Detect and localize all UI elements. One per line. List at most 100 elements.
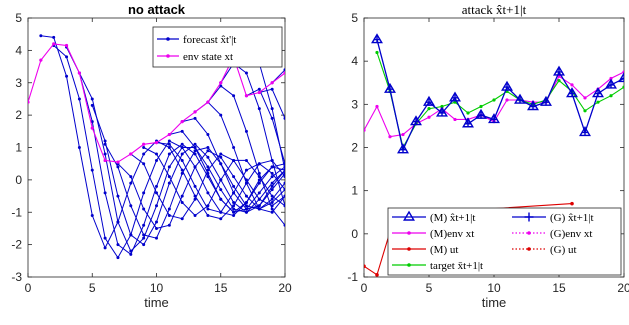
forecast-point — [257, 107, 261, 111]
forecast-point — [193, 184, 197, 188]
x-tick-label: 0 — [25, 281, 32, 295]
env-state-point — [375, 104, 379, 109]
forecast-point — [180, 217, 184, 221]
legend-triangle-marker — [403, 210, 415, 221]
forecast-point — [167, 213, 171, 217]
forecast-point — [283, 181, 285, 185]
prediction-plus-marker — [464, 120, 472, 128]
forecast-point — [206, 204, 210, 208]
env-state-point — [270, 81, 274, 85]
forecast-point — [155, 184, 158, 188]
prediction-plus-marker — [451, 94, 459, 102]
legend-swatch-dot — [166, 54, 170, 58]
forecast-point — [103, 152, 107, 156]
legend-label: (M) x̂t+1|t — [430, 212, 475, 224]
prediction-plus-marker — [542, 98, 550, 106]
forecast-point — [283, 175, 285, 179]
prediction-plus-marker — [412, 118, 420, 126]
forecast-point — [257, 162, 261, 166]
forecast-point — [103, 139, 107, 143]
prediction-plus-marker — [529, 102, 537, 110]
forecast-point — [77, 146, 81, 149]
prediction-plus-marker — [581, 128, 589, 136]
x-tick-label: 5 — [89, 281, 96, 295]
forecast-line — [91, 105, 285, 246]
forecast-point — [270, 194, 274, 198]
target-point — [375, 50, 379, 55]
target-point — [557, 78, 561, 83]
forecast-point — [257, 207, 261, 211]
legend-label: (G)env xt — [550, 228, 592, 240]
x-tick-label: 15 — [214, 281, 228, 295]
x-axis-label: time — [144, 295, 169, 310]
prediction-plus-marker — [594, 90, 602, 98]
env-state-point — [244, 94, 249, 98]
legend-swatch-dot — [527, 231, 531, 235]
plot-area — [364, 33, 624, 277]
left-panel: 0 5 10 15 20 -3 -2 -1 0 1 2 3 4 5 time no attack forecas… — [11, 2, 292, 310]
y-tick-label: 2 — [351, 141, 358, 155]
y-tick-label: 0 — [15, 173, 22, 187]
forecast-point — [193, 152, 197, 156]
forecast-point — [155, 152, 158, 156]
forecast-point — [142, 162, 146, 166]
legend-box — [152, 26, 283, 68]
y-tick-label: 0 — [351, 227, 358, 241]
forecast-point — [219, 188, 223, 192]
forecast-point — [270, 158, 274, 162]
forecast-point — [219, 178, 223, 182]
env-state-point — [283, 71, 285, 75]
forecast-point — [90, 97, 94, 101]
forecast-point — [193, 197, 197, 201]
forecast-point — [167, 152, 171, 156]
forecast-point — [244, 201, 248, 205]
env-state-point — [154, 141, 159, 145]
forecast-point — [283, 116, 285, 120]
forecast-point — [103, 142, 107, 146]
y-tick-label: 2 — [15, 108, 22, 122]
legend-swatch-dot — [407, 263, 411, 267]
forecast-point — [142, 207, 146, 211]
legend-label: env state xt — [183, 51, 233, 63]
env-state-point — [427, 115, 431, 119]
chart-title: attack x̂t+1|t — [462, 2, 527, 17]
forecast-point — [219, 152, 223, 156]
prediction-plus-marker — [386, 85, 394, 93]
prediction-plus-marker — [607, 81, 615, 89]
legend: (M) x̂t+1|t (M)env xt (M) ut target x̄t+1|t… — [387, 207, 622, 276]
legend-swatch-dot — [407, 231, 411, 235]
legend: forecast x̂t'|t env state xt — [152, 26, 283, 68]
prediction-plus-marker — [503, 83, 511, 91]
forecast-point — [129, 181, 133, 185]
env-state-point — [505, 98, 509, 102]
forecast-point — [180, 146, 184, 149]
control-point — [364, 264, 366, 269]
legend-box — [387, 207, 622, 276]
forecast-point — [116, 194, 120, 198]
env-state-point — [167, 132, 171, 137]
forecast-point — [116, 256, 120, 260]
forecast-point — [232, 184, 236, 188]
env-state-point — [180, 120, 184, 124]
forecast-point — [270, 175, 274, 179]
env-state-point — [77, 71, 81, 75]
forecast-point — [155, 191, 158, 195]
forecast-point — [167, 165, 171, 169]
forecast-point — [39, 34, 43, 38]
forecast-point — [180, 201, 184, 205]
forecast-point — [244, 71, 248, 75]
target-point — [583, 109, 587, 113]
x-axis-label: time — [482, 295, 507, 310]
forecast-point — [129, 233, 133, 237]
prediction-plus-marker — [373, 36, 381, 44]
forecast-point — [129, 175, 133, 179]
prediction-line — [376, 39, 624, 152]
forecast-point — [142, 233, 146, 237]
forecast-point — [155, 220, 158, 224]
target-point — [466, 111, 470, 115]
forecast-point — [219, 84, 223, 88]
forecast-point — [270, 184, 274, 188]
forecast-point — [244, 181, 248, 185]
env-state-point — [453, 117, 457, 122]
forecast-point — [180, 168, 184, 172]
